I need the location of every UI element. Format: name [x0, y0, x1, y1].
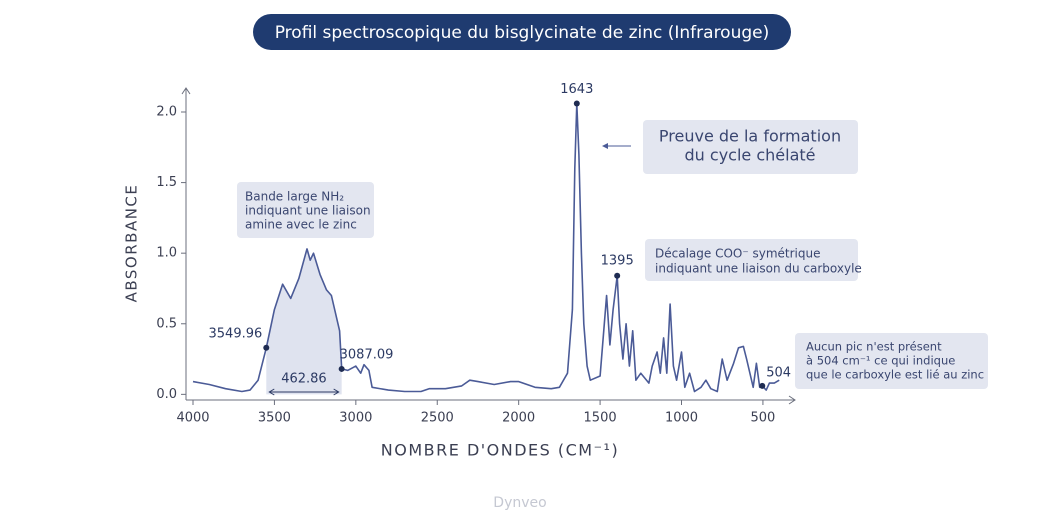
pointer-arrow-head — [602, 143, 608, 149]
y-tick-label: 1.5 — [156, 175, 177, 190]
y-axis-arrow — [181, 87, 191, 95]
x-tick-label: 3000 — [339, 411, 372, 426]
y-tick-label: 0.0 — [156, 387, 177, 402]
annotation-text: du cycle chélaté — [685, 146, 816, 165]
watermark: Dynveo — [493, 495, 546, 511]
marker-label: 504 — [766, 365, 791, 380]
x-tick-label: 1500 — [584, 411, 617, 426]
x-tick-label: 2000 — [502, 411, 535, 426]
annotation-text: Preuve de la formation — [659, 127, 841, 146]
annotation-box — [795, 333, 988, 389]
x-tick-label: 1000 — [665, 411, 698, 426]
marker — [573, 100, 580, 107]
annotation-text: à 504 cm⁻¹ ce qui indique — [806, 354, 955, 368]
x-tick-label: 4000 — [176, 411, 209, 426]
marker-label: 3087.09 — [340, 347, 394, 362]
annotation-text: Décalage COO⁻ symétrique — [655, 247, 821, 261]
annotation-box — [643, 120, 858, 174]
annotation-text: amine avec le zinc — [245, 218, 357, 232]
band-width-label: 462.86 — [281, 372, 327, 387]
annotation-text: indiquant une liaison du carboxyle — [655, 262, 862, 276]
title-box — [253, 14, 791, 50]
marker — [263, 344, 270, 351]
y-tick-label: 1.0 — [156, 246, 177, 261]
annotation-text: Bande large NH₂ — [245, 190, 344, 204]
x-tick-label: 3500 — [258, 411, 291, 426]
annotation-text: que le carboxyle est lié au zinc — [806, 368, 984, 382]
x-tick-label: 2500 — [421, 411, 454, 426]
y-tick-label: 2.0 — [156, 105, 177, 120]
chart-title: Profil spectroscopique du bisglycinate d… — [275, 23, 770, 43]
marker-label: 1643 — [560, 82, 593, 97]
annotation-text: Aucun pic n'est présent — [806, 340, 942, 354]
annotation-box — [237, 182, 374, 238]
y-axis-label: ABSORBANCE — [123, 184, 141, 303]
x-axis-label: NOMBRE D'ONDES (CM⁻¹) — [381, 441, 619, 460]
y-tick-label: 0.5 — [156, 316, 177, 331]
band-fill — [266, 248, 342, 395]
marker — [759, 382, 766, 389]
marker-label: 3549.96 — [209, 326, 263, 341]
arrow-head — [268, 388, 275, 396]
x-tick-label: 500 — [751, 411, 776, 426]
arrow-head — [333, 388, 340, 396]
annotation-box — [645, 239, 858, 281]
marker — [614, 272, 621, 279]
x-axis-arrow — [788, 395, 796, 405]
spectrum-line — [192, 102, 780, 393]
marker-label: 1395 — [601, 253, 634, 268]
marker — [338, 365, 345, 372]
annotation-text: indiquant une liaison — [245, 204, 371, 218]
